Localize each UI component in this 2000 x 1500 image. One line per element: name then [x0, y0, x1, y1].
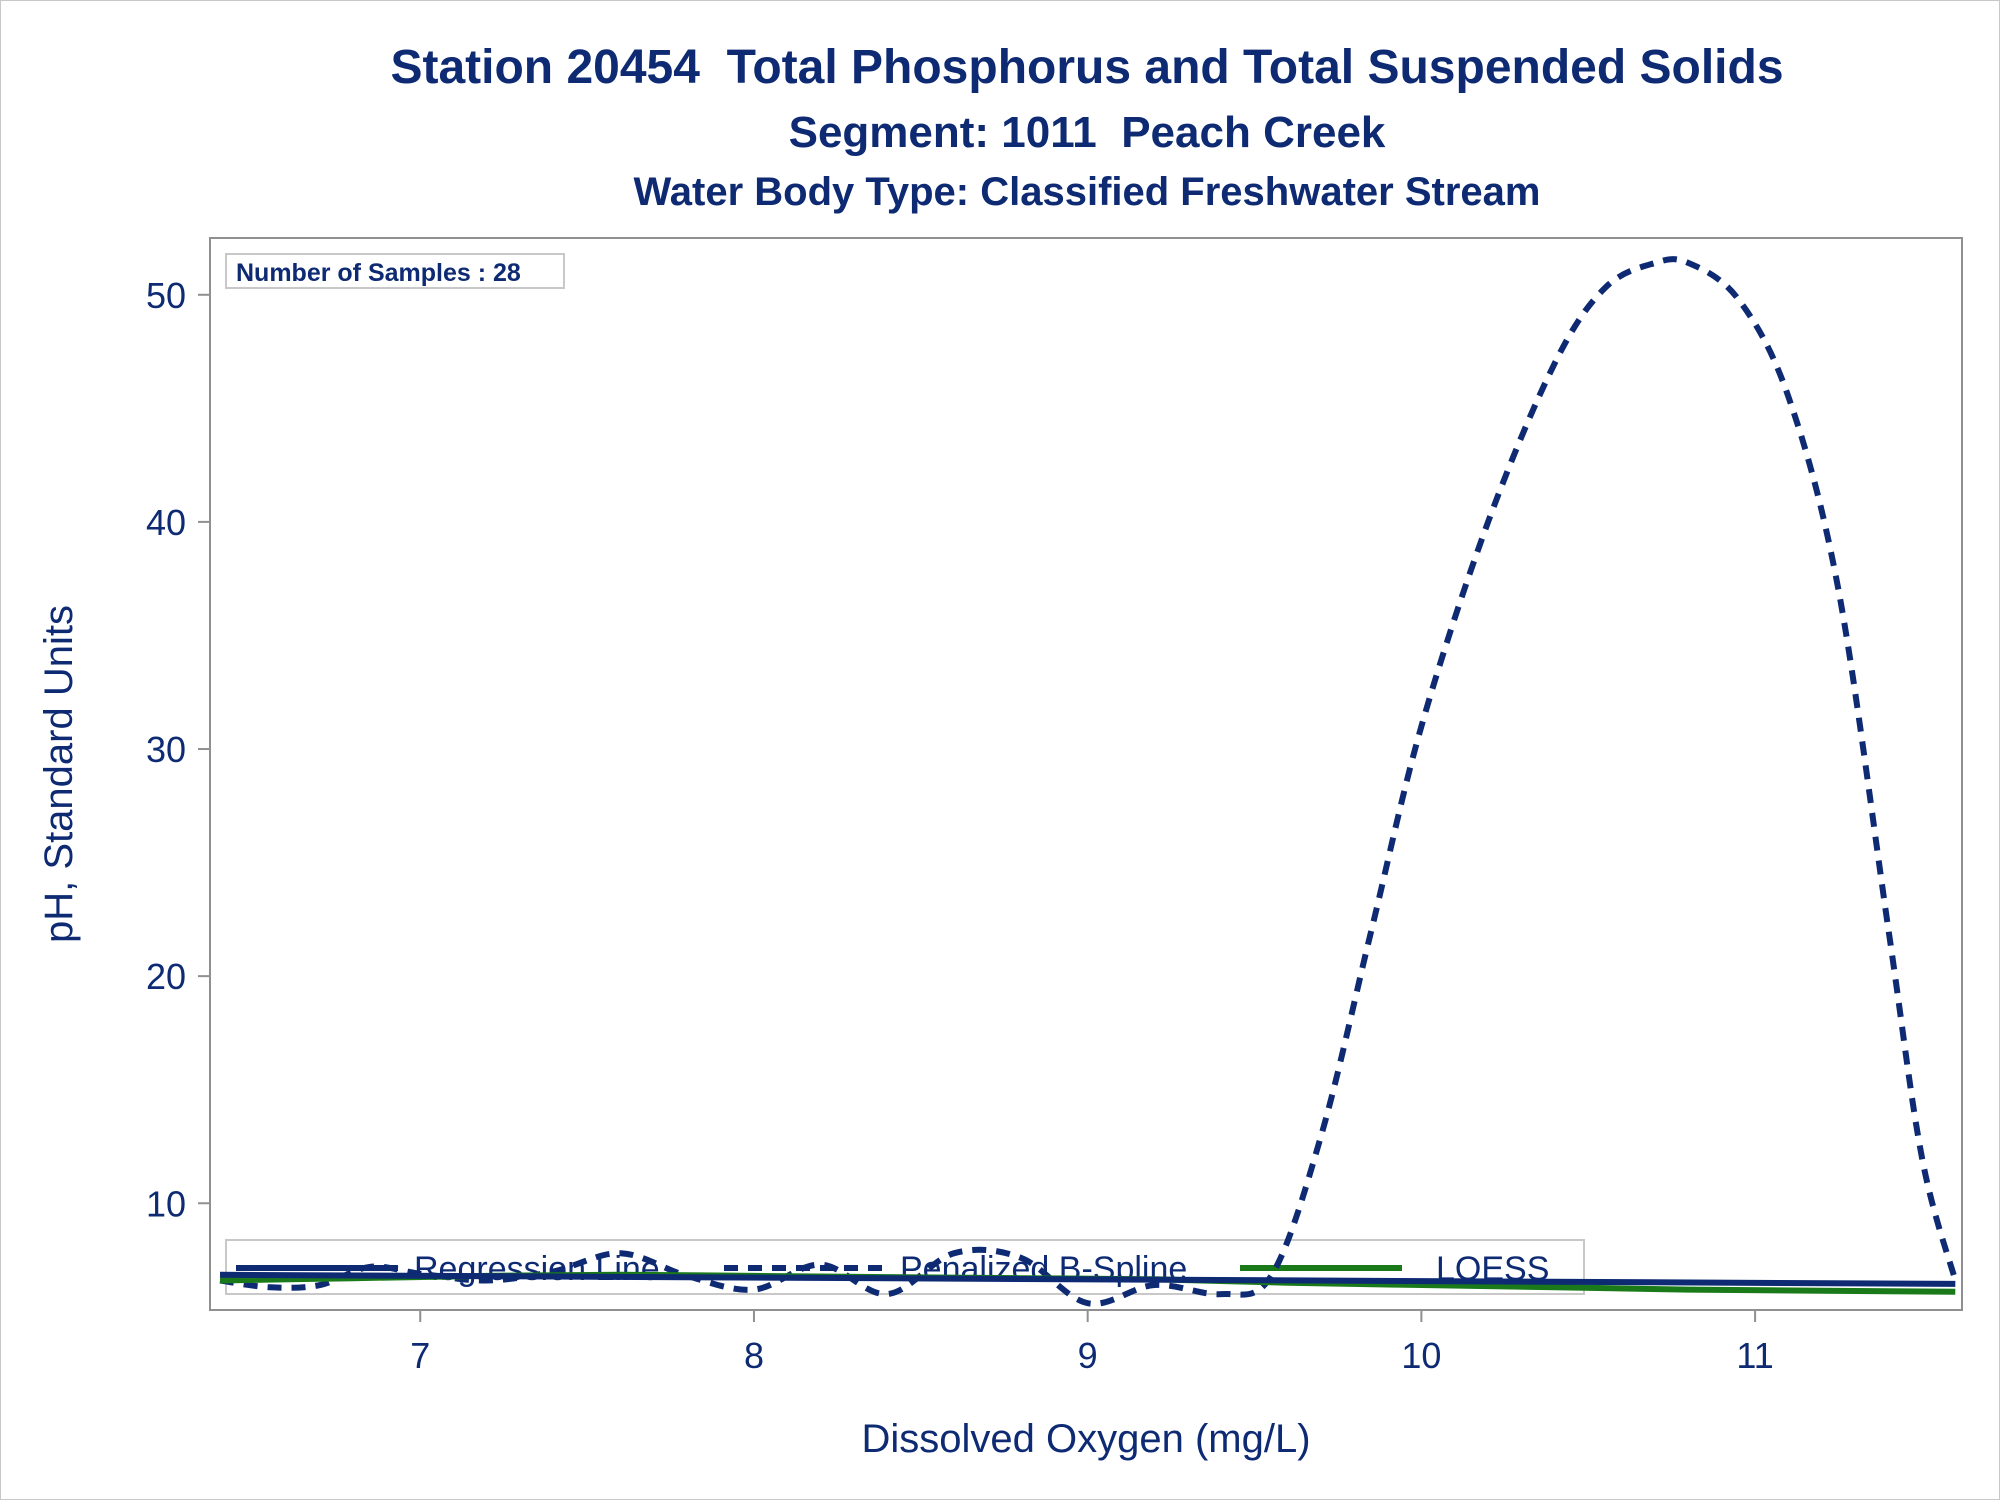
chart-subtitle-waterbody: Water Body Type: Classified Freshwater S… [633, 170, 1541, 214]
plot-area [209, 237, 1963, 1311]
x-axis: 7 8 9 10 11 [410, 1310, 1774, 1376]
regression-line [219, 1271, 1956, 1287]
chart-subtitle-segment: Segment: 1011 Peach Creek [788, 108, 1386, 157]
y-tick-label: 20 [146, 956, 186, 997]
x-axis-label: Dissolved Oxygen (mg/L) [861, 1417, 1310, 1461]
y-tick-label: 40 [146, 502, 186, 543]
legend-label: Regression Line [414, 1250, 660, 1288]
series-layer [219, 256, 1959, 1307]
sample-count-inset: Number of Samples : 28 [225, 253, 565, 289]
x-tick-label: 9 [1078, 1335, 1098, 1376]
penalized-b-spline-line [219, 256, 1959, 1307]
y-tick-label: 50 [146, 275, 186, 316]
x-tick-label: 11 [1736, 1335, 1773, 1376]
y-axis-label: pH, Standard Units [37, 605, 81, 943]
chart-title: Station 20454 Total Phosphorus and Total… [390, 41, 1784, 94]
x-tick-label: 8 [744, 1335, 764, 1376]
y-tick-label: 10 [146, 1183, 186, 1224]
y-axis: 10 20 30 40 50 [146, 275, 210, 1224]
y-tick-label: 30 [146, 729, 186, 770]
sample-count-label: Number of Samples : 28 [236, 259, 521, 287]
x-tick-label: 10 [1401, 1335, 1441, 1376]
x-tick-label: 7 [410, 1335, 430, 1376]
